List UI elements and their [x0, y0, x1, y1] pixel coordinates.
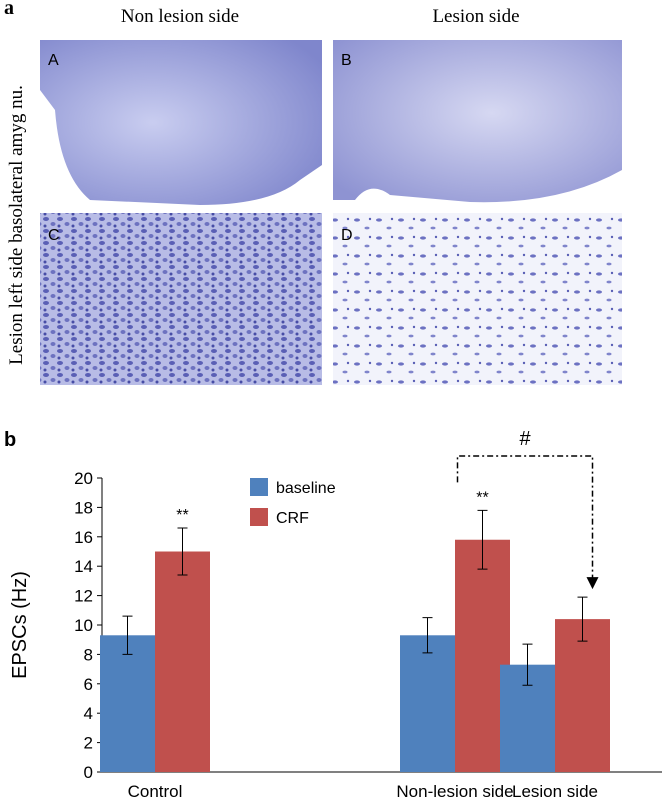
histology-image — [40, 213, 322, 385]
error-bar — [122, 615, 133, 655]
comparison-bracket — [456, 455, 594, 582]
y-tick-label: 18 — [74, 498, 93, 517]
bar — [555, 619, 610, 772]
image-label: B — [341, 52, 352, 69]
significance-label: ** — [176, 507, 188, 524]
comparison-label: # — [519, 428, 531, 450]
histology-image — [40, 40, 322, 205]
legend-swatch — [250, 478, 268, 496]
error-bar — [177, 527, 188, 576]
y-tick-label: 16 — [74, 528, 93, 547]
histology-image — [333, 40, 622, 203]
x-tick-label: Control — [128, 782, 183, 801]
bar — [155, 551, 210, 772]
column-title: Lesion side — [432, 6, 519, 27]
histology-image — [333, 213, 622, 385]
error-bar — [477, 509, 488, 570]
y-tick-label: 8 — [84, 645, 93, 664]
y-tick-label: 20 — [74, 469, 93, 488]
y-tick-label: 14 — [74, 557, 93, 576]
legend-swatch — [250, 508, 268, 526]
legend-label: baseline — [276, 480, 336, 497]
y-tick-label: 0 — [84, 763, 93, 782]
legend-label: CRF — [276, 510, 309, 527]
y-tick-label: 10 — [74, 616, 93, 635]
significance-label: ** — [476, 489, 488, 506]
row-label: Lesion left side basolateral amyg nu. — [6, 85, 27, 365]
x-tick-label: Non-lesion side — [396, 782, 513, 801]
panel-label: a — [4, 0, 14, 19]
y-tick-label: 6 — [84, 675, 93, 694]
arrow-head — [586, 577, 599, 590]
error-bar — [422, 617, 433, 654]
image-label: D — [341, 227, 353, 244]
x-tick-label: Lesion side — [512, 782, 598, 801]
y-tick-label: 2 — [84, 734, 93, 753]
bar — [400, 635, 455, 772]
error-bar — [522, 643, 533, 686]
y-tick-label: 12 — [74, 587, 93, 606]
panel-label: b — [4, 429, 16, 451]
y-tick-label: 4 — [84, 704, 93, 723]
bar — [100, 635, 155, 772]
image-label: C — [48, 227, 60, 244]
image-label: A — [48, 52, 59, 69]
error-bar — [577, 596, 588, 642]
y-axis-label: EPSCs (Hz) — [9, 571, 31, 679]
column-title: Non lesion side — [121, 6, 239, 27]
